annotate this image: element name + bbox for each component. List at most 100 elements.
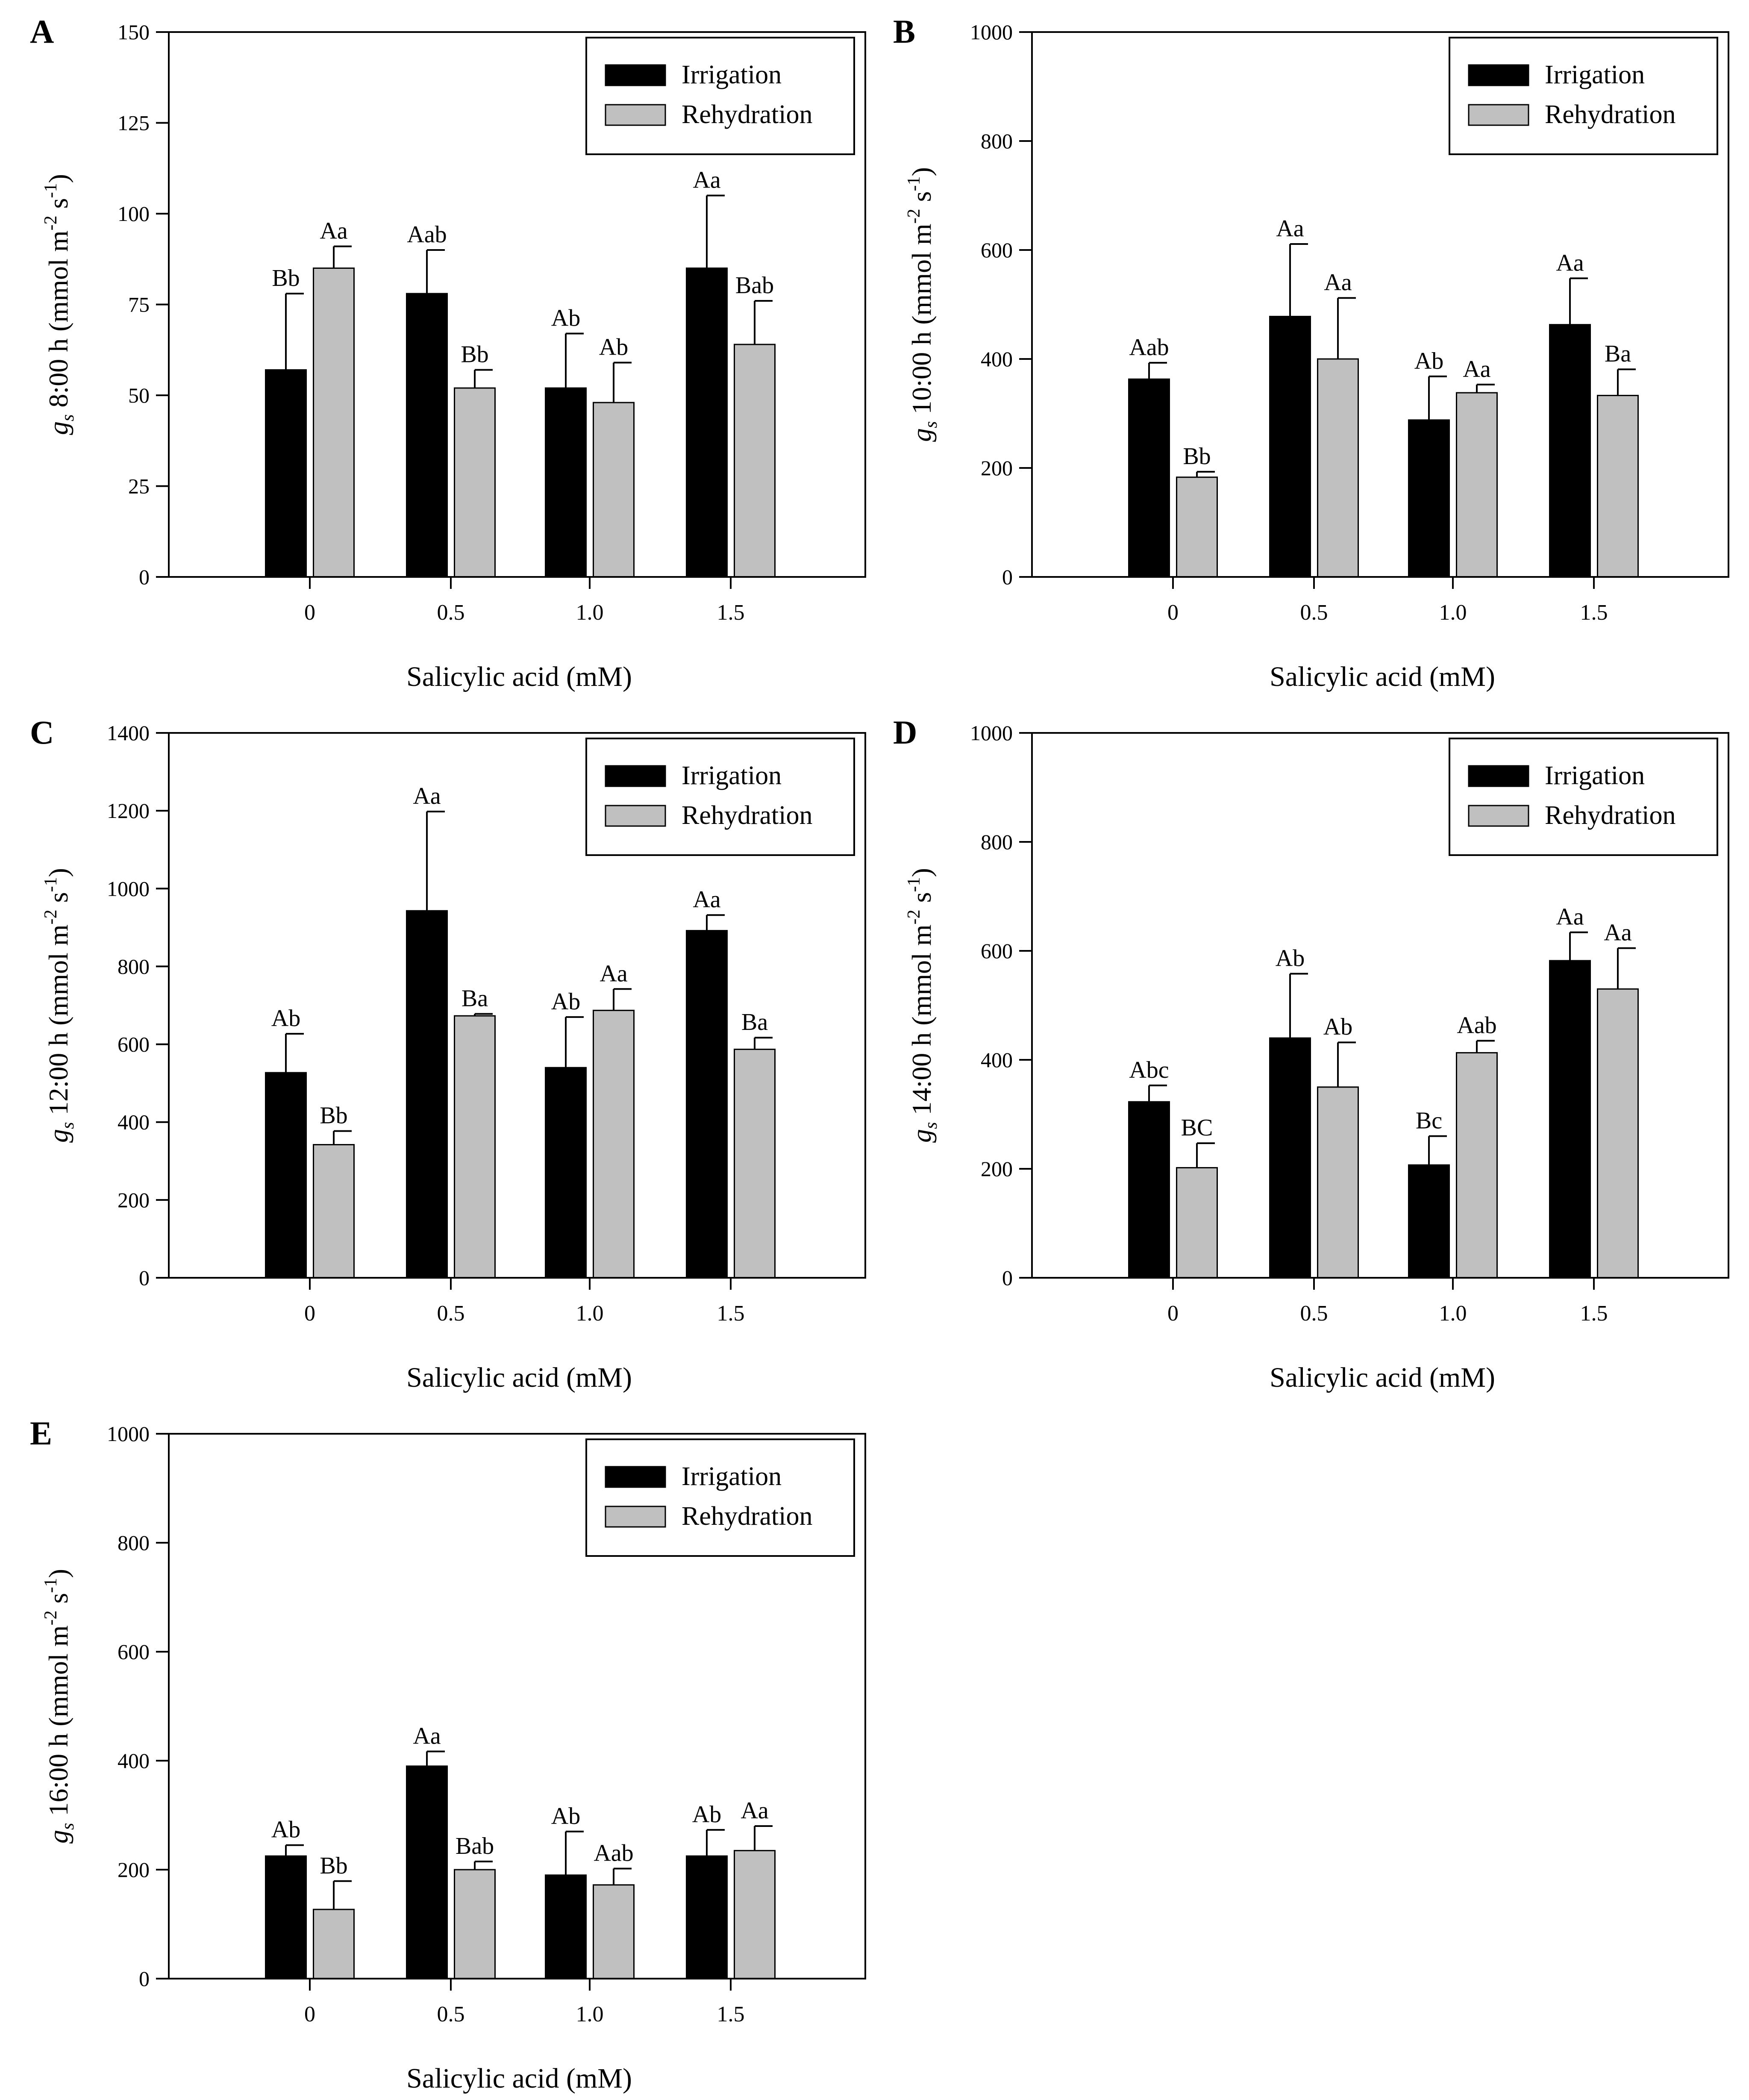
x-tick-label: 0.5 xyxy=(1300,1301,1328,1326)
significance-label: Aa xyxy=(413,783,441,809)
chart-panel-c: C Ab Aa Ab Aa Bb Ba Aa Ba 0 200 400 600 800 1000 1200 14… xyxy=(30,714,866,1393)
bar-rehydration xyxy=(1456,1052,1498,1279)
y-tick-label: 400 xyxy=(981,347,1013,371)
significance-label: Aa xyxy=(741,1797,768,1824)
x-tick-label: 0.5 xyxy=(437,600,465,625)
y-tick-label: 600 xyxy=(981,238,1013,262)
legend-swatch-irrigation xyxy=(605,765,666,787)
x-tick-label: 0 xyxy=(304,600,315,625)
significance-label: Aab xyxy=(407,221,447,248)
bar-irrigation xyxy=(265,1072,307,1279)
x-tick-label: 1.0 xyxy=(1439,1301,1467,1326)
panel-letter: E xyxy=(30,1415,52,1452)
legend-swatch-irrigation xyxy=(605,1466,666,1488)
legend-label-rehydration: Rehydration xyxy=(682,100,813,129)
y-axis-title: gs 8:00 h (mmol m-2 s-1) xyxy=(41,174,78,435)
x-axis-title: Salicylic acid (mM) xyxy=(1270,661,1495,692)
x-axis-title: Salicylic acid (mM) xyxy=(406,2063,632,2094)
bar-irrigation xyxy=(1128,378,1170,578)
significance-label: Bab xyxy=(456,1833,494,1859)
x-axis-title: Salicylic acid (mM) xyxy=(1270,1362,1495,1393)
y-axis-title: gs 10:00 h (mmol m-2 s-1) xyxy=(904,167,941,442)
legend-swatch-irrigation xyxy=(605,64,666,86)
chart-panel-a: A Bb Aab Ab Aa Aa Bb Ab Bab 0 25 50 75 100 125 150 0 0.5 1… xyxy=(30,13,866,692)
bar-irrigation xyxy=(1269,1037,1311,1279)
plot-frame xyxy=(1031,732,1729,1279)
panel-letter: D xyxy=(893,714,917,751)
x-tick-label: 1.5 xyxy=(1580,1301,1608,1326)
y-tick-label: 1000 xyxy=(107,876,150,900)
y-tick-label: 400 xyxy=(981,1048,1013,1072)
significance-label: Aa xyxy=(1276,215,1304,242)
x-tick-label: 1.0 xyxy=(576,2002,604,2026)
chart-panel-e: E Ab Aa Ab Ab Bb Bab Aab Aa 0 200 400 600 800 1000 0 0.5… xyxy=(30,1415,866,2094)
legend: Irrigation Rehydration xyxy=(1449,738,1718,856)
bar-rehydration xyxy=(1176,476,1218,578)
legend-swatch-irrigation xyxy=(1468,765,1529,787)
y-tick-label: 50 xyxy=(128,383,150,407)
legend-swatch-rehydration xyxy=(1468,805,1529,827)
legend-swatch-irrigation xyxy=(1468,64,1529,86)
y-tick-label: 0 xyxy=(139,1266,150,1290)
y-tick-label: 200 xyxy=(118,1188,150,1212)
significance-label: Bb xyxy=(320,1853,347,1879)
significance-label: Aa xyxy=(1463,356,1490,382)
chart-panel-d: D Abc Ab Bc Aa BC Ab Aab Aa 0 200 400 600 800 1000 0 0.5… xyxy=(893,714,1729,1393)
y-axis-title: gs 12:00 h (mmol m-2 s-1) xyxy=(41,868,78,1143)
significance-label: Ba xyxy=(741,1009,768,1035)
bar-irrigation xyxy=(1549,960,1591,1279)
legend-label-irrigation: Irrigation xyxy=(682,761,782,790)
significance-label: Aa xyxy=(693,167,720,194)
legend-label-irrigation: Irrigation xyxy=(682,60,782,89)
bar-rehydration xyxy=(734,1048,776,1279)
y-tick-label: 200 xyxy=(118,1858,150,1882)
significance-label: Aa xyxy=(413,1723,441,1749)
significance-label: Ab xyxy=(551,305,580,332)
x-tick-label: 0.5 xyxy=(437,1301,465,1326)
bar-irrigation xyxy=(406,293,448,578)
legend: Irrigation Rehydration xyxy=(585,37,855,155)
bar-rehydration xyxy=(454,1015,496,1279)
x-tick-label: 0.5 xyxy=(437,2002,465,2026)
y-tick-label: 200 xyxy=(981,1157,1013,1181)
significance-label: Ba xyxy=(1605,341,1631,367)
x-tick-label: 0 xyxy=(304,1301,315,1326)
panel-letter: C xyxy=(30,714,54,751)
bar-irrigation xyxy=(406,1765,448,1979)
bar-irrigation xyxy=(686,930,728,1279)
bar-irrigation xyxy=(1408,1164,1450,1279)
significance-label: Aa xyxy=(600,960,627,987)
bar-rehydration xyxy=(593,1884,635,1979)
plot-frame xyxy=(168,732,866,1279)
legend-label-irrigation: Irrigation xyxy=(682,1462,782,1491)
bar-rehydration xyxy=(1317,358,1359,578)
bar-irrigation xyxy=(545,1874,587,1979)
bar-irrigation xyxy=(686,1855,728,1979)
y-tick-label: 1000 xyxy=(970,721,1013,745)
significance-label: Bc xyxy=(1416,1108,1442,1134)
bar-rehydration xyxy=(454,387,496,578)
plot-frame xyxy=(168,1433,866,1979)
y-tick-label: 800 xyxy=(118,954,150,978)
y-tick-label: 0 xyxy=(1002,1266,1013,1290)
bar-irrigation xyxy=(406,910,448,1279)
y-tick-label: 1000 xyxy=(970,20,1013,44)
x-axis-title: Salicylic acid (mM) xyxy=(406,661,632,692)
significance-label: Bb xyxy=(1183,443,1211,470)
x-tick-label: 1.0 xyxy=(576,1301,604,1326)
x-tick-label: 0 xyxy=(304,2002,315,2026)
significance-label: Ab xyxy=(271,1817,300,1843)
legend-label-rehydration: Rehydration xyxy=(1545,801,1676,830)
y-tick-label: 0 xyxy=(139,1967,150,1991)
x-tick-label: 1.5 xyxy=(717,2002,745,2026)
significance-label: Aa xyxy=(320,218,347,244)
bar-irrigation xyxy=(265,369,307,578)
y-axis-title: gs 16:00 h (mmol m-2 s-1) xyxy=(41,1569,78,1844)
legend-box xyxy=(585,37,855,155)
y-tick-label: 200 xyxy=(981,456,1013,480)
y-tick-label: 600 xyxy=(981,939,1013,963)
legend-label-irrigation: Irrigation xyxy=(1545,60,1645,89)
legend-label-rehydration: Rehydration xyxy=(1545,100,1676,129)
panel-letter: A xyxy=(30,13,54,50)
bar-rehydration xyxy=(313,1144,355,1279)
